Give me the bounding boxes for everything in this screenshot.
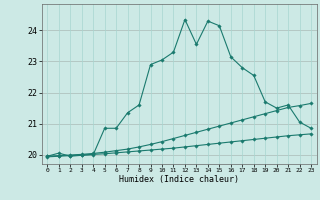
- X-axis label: Humidex (Indice chaleur): Humidex (Indice chaleur): [119, 175, 239, 184]
